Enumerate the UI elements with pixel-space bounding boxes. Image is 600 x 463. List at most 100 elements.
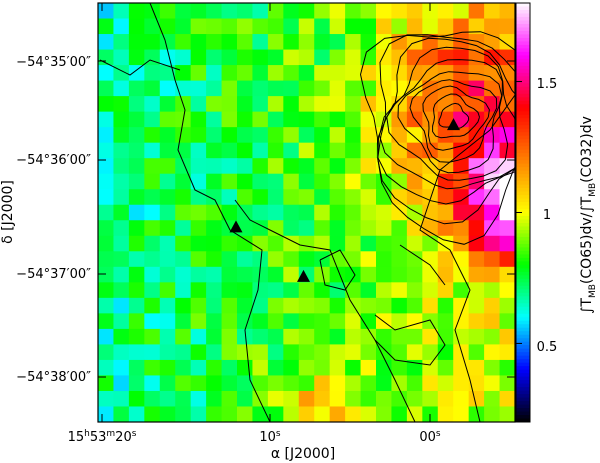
heatmap-cell [406,375,423,392]
heatmap-cell [391,173,408,190]
heatmap-cell [345,375,362,392]
heatmap-cell [298,251,315,268]
colorbar-segment [516,163,530,168]
heatmap-cell [314,344,331,361]
heatmap-cell [113,251,130,268]
heatmap-cell [437,18,454,35]
heatmap-cell [252,189,269,206]
colorbar-tick-label: 0.5 [537,340,558,355]
heatmap-cell [144,251,161,268]
heatmap-cell [360,266,377,283]
heatmap-cell [128,344,145,361]
heatmap-cell [345,189,362,206]
heatmap-cell [422,390,439,408]
heatmap-cell [376,328,393,346]
heatmap-cell [252,359,269,377]
heatmap-cell [406,18,423,35]
heatmap-cell [237,359,254,377]
heatmap-cell [499,235,515,252]
heatmap-cell [437,328,454,346]
heatmap-cell [329,111,346,128]
heatmap-cell [221,390,238,408]
heatmap-cell [267,406,284,422]
heatmap-cell [406,328,423,346]
heatmap-cell [144,328,161,346]
heatmap-cell [98,96,115,113]
colorbar-segment [516,355,530,360]
heatmap-cell [376,34,393,51]
heatmap-cell [128,251,145,268]
heatmap-cell [391,189,408,206]
heatmap-cell [237,375,254,392]
heatmap-cell [345,359,362,377]
heatmap-cell [406,49,423,66]
heatmap-cell [345,328,362,346]
heatmap-cell [252,282,269,299]
heatmap-cell [128,34,145,51]
heatmap-cell [360,65,377,82]
heatmap-cell [252,220,269,237]
heatmap-cell [468,251,485,268]
heatmap-cell [128,282,145,299]
heatmap-cell [221,266,238,283]
heatmap-cell [159,204,176,221]
heatmap-cell [98,158,115,175]
heatmap-cell [159,282,176,299]
heatmap-cell [453,204,470,221]
heatmap-cell [360,204,377,221]
heatmap-cell [98,80,115,97]
heatmap-cell [144,96,161,113]
heatmap-cell [237,282,254,299]
heatmap-cell [376,390,393,408]
heatmap-cell [206,65,223,82]
heatmap-cell [159,18,176,35]
colorbar-segment [516,13,530,18]
heatmap-cell [391,344,408,361]
colorbar-segment [516,114,530,119]
heatmap-cell [175,251,192,268]
heatmap-cell [422,251,439,268]
colorbar-segment [516,170,530,175]
heatmap-cell [437,49,454,66]
heatmap-cell [128,297,145,314]
heatmap-cell [267,111,284,128]
heatmap-cell [98,220,115,237]
heatmap-cell [175,220,192,237]
heatmap-cell [422,359,439,377]
heatmap-cell [360,313,377,330]
heatmap-cell [128,266,145,283]
heatmap-cell [437,266,454,283]
heatmap-cell [221,359,238,377]
heatmap-cell [159,189,176,206]
heatmap-cell [422,34,439,51]
colorbar-segment [516,44,530,49]
heatmap-cell [113,3,130,20]
heatmap-cell [298,142,315,159]
heatmap-cell [468,344,485,361]
heatmap-cell [206,34,223,51]
heatmap-cell [499,204,515,221]
heatmap-cell [283,251,300,268]
heatmap-cell [437,406,454,422]
heatmap-cell [128,189,145,206]
heatmap-cell [453,328,470,346]
heatmap-cell [267,266,284,283]
colorbar-segment [516,296,530,301]
heatmap-cell [453,65,470,82]
colorbar-segment [516,139,530,144]
heatmap-cell [175,390,192,408]
heatmap-cell [206,111,223,128]
heatmap-cell [376,266,393,283]
colorbar-segment [516,222,530,227]
heatmap-cell [468,375,485,392]
heatmap-cell [267,3,284,20]
colorbar-segment [516,128,530,133]
colorbar-segment [516,257,530,262]
heatmap-cell [345,406,362,422]
contour-line [378,46,515,190]
heatmap-cell [345,18,362,35]
heatmap-cell [175,282,192,299]
heatmap-cell [283,344,300,361]
heatmap-cell [391,375,408,392]
colorbar-segment [516,27,530,32]
